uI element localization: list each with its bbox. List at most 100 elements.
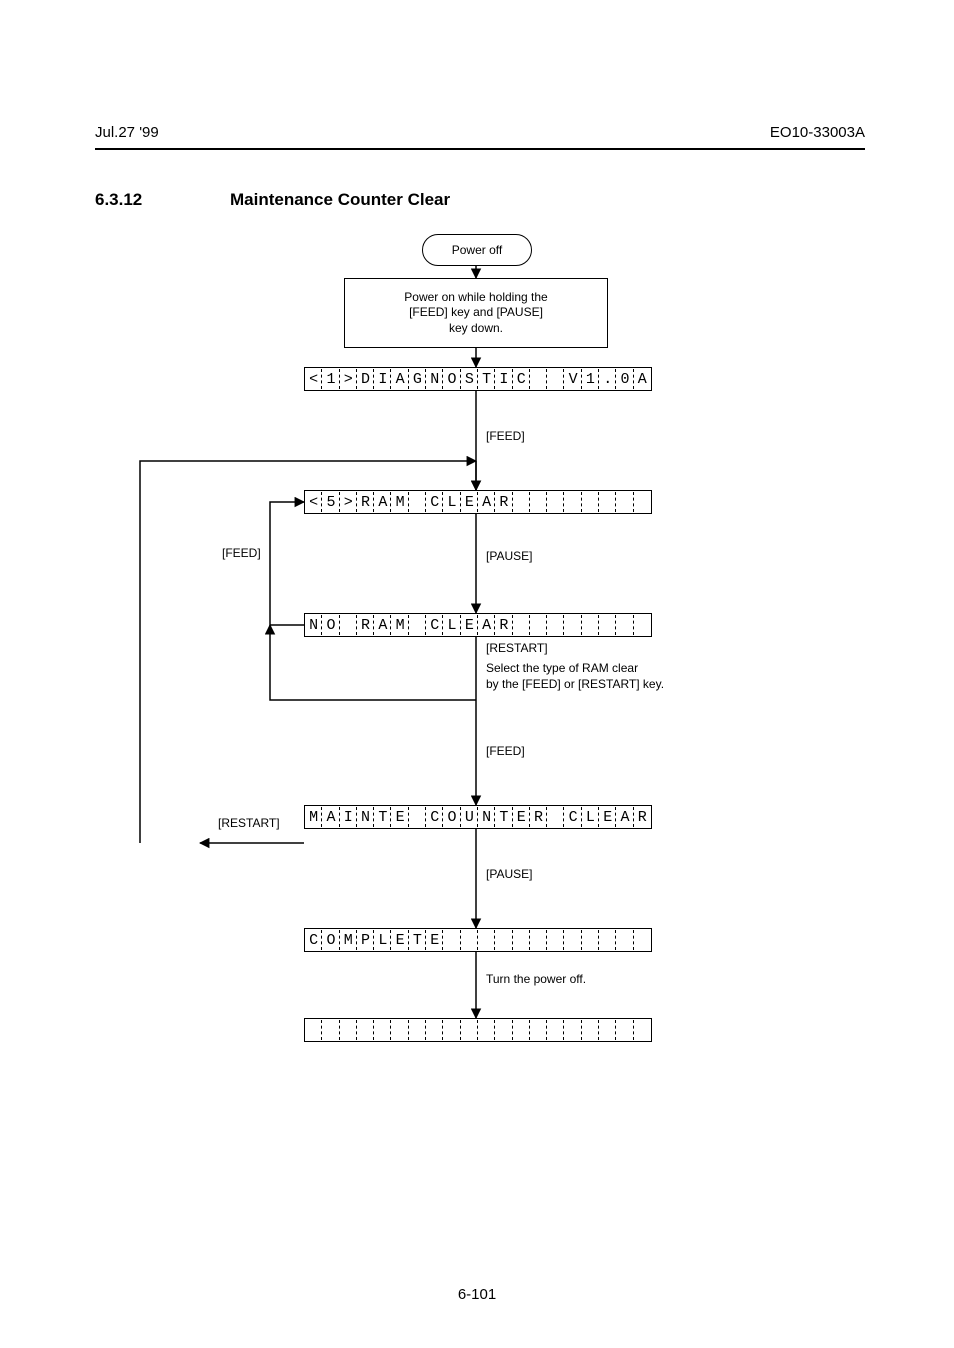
- lcd-cell: E: [391, 806, 408, 828]
- lcd-cell: [530, 1019, 547, 1041]
- lcd-cell: D: [357, 368, 374, 390]
- lcd-cell: A: [616, 806, 633, 828]
- lcd-cell: [616, 929, 633, 951]
- lcd-cell: L: [374, 929, 391, 951]
- lcd-cell: N: [357, 806, 374, 828]
- flowchart-canvas: [FEED][PAUSE][RESTART]Select the type of…: [0, 0, 954, 1348]
- lcd-cell: [634, 1019, 651, 1041]
- edge-label: [FEED]: [486, 744, 525, 758]
- lcd-cell: M: [391, 491, 408, 513]
- edge-note: [RESTART]: [486, 641, 548, 655]
- lcd-cell: [634, 491, 651, 513]
- lcd-cell: [443, 929, 460, 951]
- lcd-lcd_mainte: MAINTE COUNTER CLEAR: [304, 805, 652, 829]
- lcd-cell: A: [374, 491, 391, 513]
- lcd-cell: [582, 614, 599, 636]
- lcd-cell: [582, 929, 599, 951]
- lcd-cell: R: [357, 614, 374, 636]
- lcd-cell: R: [495, 614, 512, 636]
- lcd-cell: A: [634, 368, 651, 390]
- lcd-cell: [599, 491, 616, 513]
- lcd-cell: [582, 491, 599, 513]
- lcd-cell: I: [495, 368, 512, 390]
- lcd-cell: A: [391, 368, 408, 390]
- lcd-cell: C: [305, 929, 322, 951]
- lcd-cell: R: [530, 806, 547, 828]
- lcd-cell: M: [305, 806, 322, 828]
- lcd-cell: [340, 1019, 357, 1041]
- lcd-cell: [513, 491, 530, 513]
- lcd-cell: E: [599, 806, 616, 828]
- lcd-cell: E: [426, 929, 443, 951]
- lcd-cell: [530, 614, 547, 636]
- lcd-cell: T: [374, 806, 391, 828]
- lcd-cell: R: [634, 806, 651, 828]
- edge-label: [FEED]: [222, 546, 261, 560]
- lcd-cell: [409, 1019, 426, 1041]
- lcd-cell: [616, 1019, 633, 1041]
- lcd-cell: E: [461, 491, 478, 513]
- lcd-cell: [599, 614, 616, 636]
- lcd-lcd_no_ram: NO RAM CLEAR: [304, 613, 652, 637]
- lcd-cell: O: [443, 368, 460, 390]
- node-power_off: Power off: [422, 234, 532, 266]
- lcd-cell: O: [443, 806, 460, 828]
- lcd-cell: M: [340, 929, 357, 951]
- node-init_box: Power on while holding the [FEED] key an…: [344, 278, 608, 348]
- lcd-cell: [547, 806, 564, 828]
- lcd-cell: [616, 614, 633, 636]
- lcd-cell: T: [478, 368, 495, 390]
- lcd-cell: A: [322, 806, 339, 828]
- lcd-cell: N: [478, 806, 495, 828]
- lcd-lcd_ram: <5>RAM CLEAR: [304, 490, 652, 514]
- edge-loop_noram_ram: [270, 502, 304, 625]
- lcd-lcd_complete: COMPLETE: [304, 928, 652, 952]
- lcd-cell: [547, 491, 564, 513]
- lcd-cell: E: [391, 929, 408, 951]
- lcd-cell: [599, 1019, 616, 1041]
- lcd-cell: I: [340, 806, 357, 828]
- lcd-cell: 0: [616, 368, 633, 390]
- lcd-cell: [564, 614, 581, 636]
- lcd-cell: [634, 929, 651, 951]
- lcd-cell: C: [564, 806, 581, 828]
- lcd-lcd_blank: [304, 1018, 652, 1042]
- lcd-cell: [564, 491, 581, 513]
- lcd-cell: [461, 1019, 478, 1041]
- lcd-cell: [634, 614, 651, 636]
- lcd-cell: 1: [322, 368, 339, 390]
- lcd-cell: M: [391, 614, 408, 636]
- lcd-cell: [513, 614, 530, 636]
- lcd-cell: [478, 1019, 495, 1041]
- lcd-cell: [305, 1019, 322, 1041]
- lcd-cell: [409, 614, 426, 636]
- lcd-cell: [564, 1019, 581, 1041]
- lcd-cell: [409, 491, 426, 513]
- lcd-cell: <: [305, 491, 322, 513]
- lcd-cell: [530, 929, 547, 951]
- lcd-cell: [547, 929, 564, 951]
- lcd-cell: .: [599, 368, 616, 390]
- lcd-cell: <: [305, 368, 322, 390]
- lcd-cell: G: [409, 368, 426, 390]
- lcd-cell: U: [461, 806, 478, 828]
- lcd-cell: S: [461, 368, 478, 390]
- lcd-cell: N: [426, 368, 443, 390]
- lcd-cell: [374, 1019, 391, 1041]
- lcd-cell: R: [357, 491, 374, 513]
- lcd-cell: C: [426, 806, 443, 828]
- edge-label: [PAUSE]: [486, 549, 532, 563]
- lcd-cell: [443, 1019, 460, 1041]
- lcd-cell: >: [340, 368, 357, 390]
- lcd-cell: [547, 368, 564, 390]
- lcd-cell: [426, 1019, 443, 1041]
- lcd-cell: T: [409, 929, 426, 951]
- lcd-cell: [547, 1019, 564, 1041]
- lcd-lcd_diag: <1>DIAGNOSTIC V1.0A: [304, 367, 652, 391]
- lcd-cell: A: [478, 614, 495, 636]
- edge-label: Turn the power off.: [486, 972, 586, 986]
- lcd-cell: A: [478, 491, 495, 513]
- lcd-cell: R: [495, 491, 512, 513]
- lcd-cell: C: [426, 614, 443, 636]
- lcd-cell: >: [340, 491, 357, 513]
